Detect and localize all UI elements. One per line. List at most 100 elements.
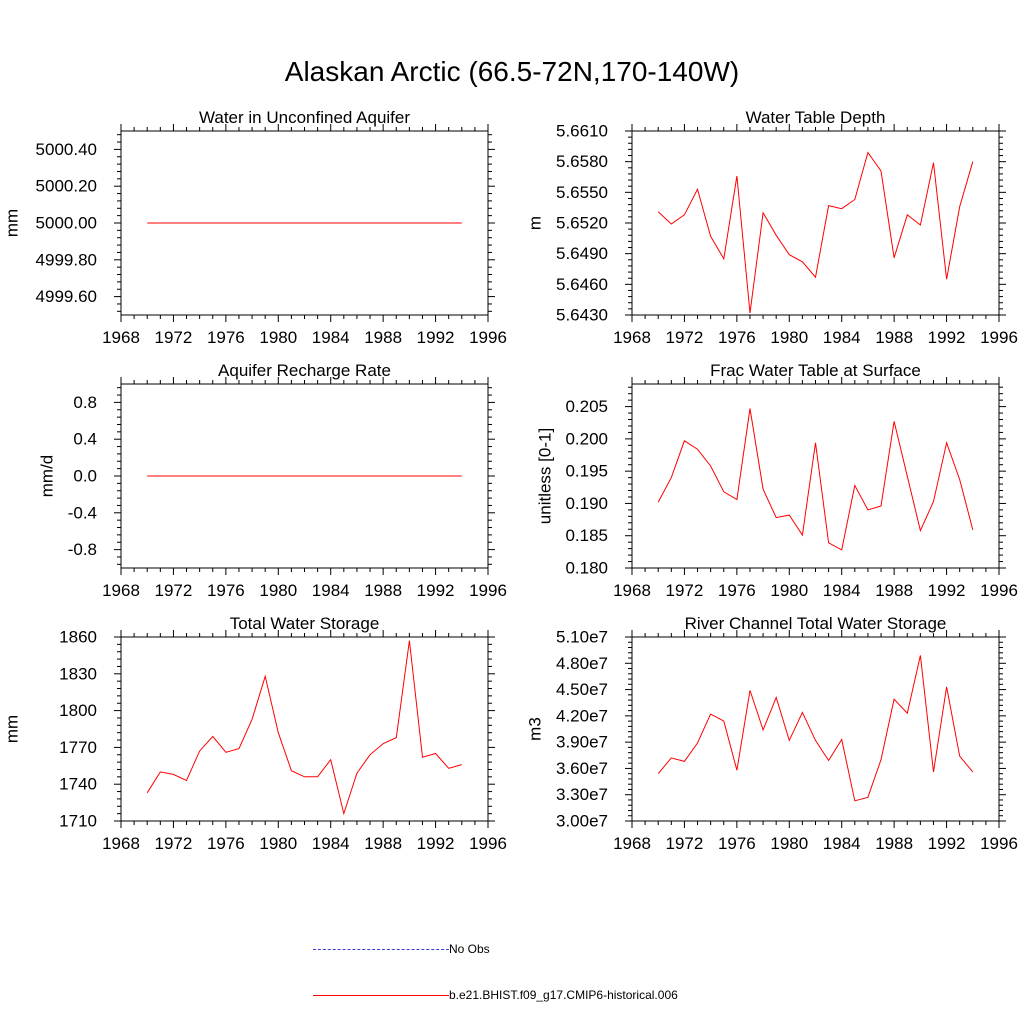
- y-axis-label: mm: [3, 715, 22, 743]
- x-tick-label: 1968: [613, 328, 651, 347]
- x-tick-label: 1968: [102, 328, 140, 347]
- y-tick-label: -0.4: [68, 503, 97, 522]
- panel-1: Water in Unconfined Aquifer mm 1968 1972 197…: [3, 108, 507, 347]
- x-tick-label: 1968: [613, 834, 651, 853]
- x-tick-label: 1984: [312, 328, 350, 347]
- y-tick-label: 0.195: [565, 462, 608, 481]
- series-line: [657, 151, 974, 314]
- x-tick-label: 1980: [259, 834, 297, 853]
- series-line: [146, 640, 462, 816]
- y-tick-label: 5.6550: [556, 183, 608, 202]
- y-tick-label: 4999.60: [36, 287, 97, 306]
- y-axis-label: unitless [0-1]: [536, 428, 555, 524]
- plot-frame: [631, 636, 1000, 822]
- y-tick-label: 0.205: [565, 397, 608, 416]
- x-tick-label: 1992: [928, 834, 966, 853]
- y-tick-label: 5000.00: [36, 214, 97, 233]
- y-tick-label: 3.30e7: [556, 785, 608, 804]
- y-tick-label: 3.60e7: [556, 759, 608, 778]
- plot-frame: [631, 130, 1000, 316]
- x-tick-label: 1992: [928, 328, 966, 347]
- x-tick-label: 1968: [102, 834, 140, 853]
- x-tick-label: 1988: [875, 581, 913, 600]
- x-tick-label: 1976: [718, 581, 756, 600]
- x-tick-label: 1992: [417, 834, 455, 853]
- x-tick-label: 1972: [666, 581, 704, 600]
- x-tick-label: 1996: [469, 834, 507, 853]
- y-tick-label: 1770: [59, 738, 97, 757]
- y-tick-label: 0.4: [73, 430, 97, 449]
- x-tick-label: 1992: [928, 581, 966, 600]
- y-tick-label: 5.6460: [556, 275, 608, 294]
- x-tick-label: 1972: [666, 328, 704, 347]
- x-tick-label: 1988: [364, 581, 402, 600]
- y-tick-label: 5000.20: [36, 177, 97, 196]
- panel-title: River Channel Total Water Storage: [685, 614, 947, 633]
- x-tick-label: 1976: [718, 834, 756, 853]
- panel-title: Water Table Depth: [746, 108, 886, 127]
- series-line: [657, 655, 974, 802]
- y-tick-label: 5.6610: [556, 122, 608, 141]
- x-tick-label: 1972: [666, 834, 704, 853]
- y-tick-label: 5000.40: [36, 140, 97, 159]
- x-tick-label: 1972: [155, 581, 193, 600]
- y-tick-label: 0.200: [565, 429, 608, 448]
- x-tick-label: 1992: [417, 328, 455, 347]
- y-tick-label: 4.80e7: [556, 654, 608, 673]
- series-line: [657, 408, 974, 551]
- y-axis-label: mm: [3, 209, 22, 237]
- x-tick-label: 1980: [259, 328, 297, 347]
- x-tick-label: 1980: [770, 328, 808, 347]
- y-tick-label: -0.8: [68, 540, 97, 559]
- figure-title: Alaskan Arctic (66.5-72N,170-140W): [284, 56, 740, 87]
- x-tick-label: 1996: [980, 834, 1018, 853]
- panel-4: Frac Water Table at Surface unitless [0-1…: [536, 361, 1018, 600]
- y-tick-label: 1860: [59, 628, 97, 647]
- y-tick-label: 3.90e7: [556, 733, 608, 752]
- y-tick-label: 0.190: [565, 494, 608, 513]
- plot-frame: [120, 636, 489, 822]
- y-tick-label: 5.6490: [556, 244, 608, 263]
- y-axis-label: m: [526, 216, 545, 230]
- y-tick-label: 5.6580: [556, 152, 608, 171]
- panel-2: Water Table Depth m 1968 1972 1976 1980 1984 19…: [526, 108, 1018, 347]
- x-tick-label: 1988: [364, 834, 402, 853]
- y-tick-label: 5.6430: [556, 306, 608, 325]
- x-tick-label: 1984: [312, 834, 350, 853]
- x-tick-label: 1976: [718, 328, 756, 347]
- y-tick-label: 0.185: [565, 526, 608, 545]
- y-tick-label: 0.0: [73, 467, 97, 486]
- x-tick-label: 1996: [980, 328, 1018, 347]
- x-tick-label: 1976: [207, 834, 245, 853]
- y-tick-label: 4999.80: [36, 250, 97, 269]
- y-tick-label: 1830: [59, 664, 97, 683]
- x-tick-label: 1976: [207, 581, 245, 600]
- x-tick-label: 1996: [469, 328, 507, 347]
- x-tick-label: 1976: [207, 328, 245, 347]
- y-axis-label: m3: [526, 717, 545, 741]
- panel-title: Total Water Storage: [230, 614, 380, 633]
- panel-5: Total Water Storage mm 1968 1972 1976 1980 198…: [3, 614, 507, 853]
- panel-title: Frac Water Table at Surface: [710, 361, 921, 380]
- x-tick-label: 1972: [155, 328, 193, 347]
- panel-3: Aquifer Recharge Rate mm/d 1968 1972 1976 198…: [38, 361, 507, 600]
- x-tick-label: 1980: [770, 581, 808, 600]
- x-tick-label: 1988: [875, 328, 913, 347]
- y-tick-label: 4.50e7: [556, 680, 608, 699]
- y-tick-label: 1740: [59, 775, 97, 794]
- x-tick-label: 1988: [875, 834, 913, 853]
- x-tick-label: 1980: [259, 581, 297, 600]
- panel-title: Water in Unconfined Aquifer: [199, 108, 410, 127]
- x-tick-label: 1996: [469, 581, 507, 600]
- y-axis-label: mm/d: [38, 455, 57, 498]
- y-tick-label: 5.6520: [556, 214, 608, 233]
- x-tick-label: 1984: [823, 328, 861, 347]
- x-tick-label: 1980: [770, 834, 808, 853]
- x-tick-label: 1984: [312, 581, 350, 600]
- x-tick-label: 1984: [823, 834, 861, 853]
- plot-frame: [631, 383, 1000, 569]
- x-tick-label: 1968: [613, 581, 651, 600]
- x-tick-label: 1968: [102, 581, 140, 600]
- x-tick-label: 1996: [980, 581, 1018, 600]
